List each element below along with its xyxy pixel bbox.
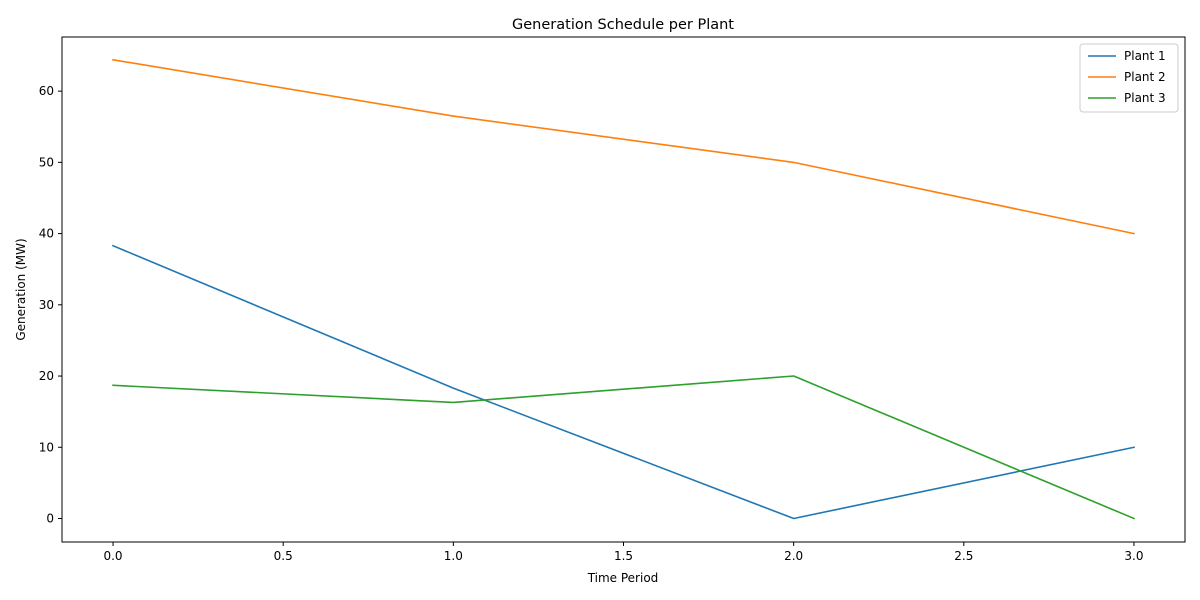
series-line-plant-1 [111, 244, 1135, 520]
x-tick-label: 0.0 [103, 549, 122, 563]
x-tick-label: 0.5 [274, 549, 293, 563]
axis-ticks: 0.0 0.5 1.0 1.5 2.0 2.5 3.0 0 10 20 30 40 50 60 [39, 84, 1144, 563]
y-tick-label: 20 [39, 369, 54, 383]
series-lines [111, 58, 1136, 520]
legend: Plant 1 Plant 2 Plant 3 [1079, 43, 1179, 113]
plot-frame [61, 36, 1186, 543]
y-tick-label: 50 [39, 155, 54, 169]
x-tick-label: 2.5 [954, 549, 973, 563]
legend-label-plant-3: Plant 3 [1124, 91, 1166, 105]
x-tick-label: 3.0 [1124, 549, 1143, 563]
series-line-plant-2 [112, 58, 1135, 235]
y-tick-label: 0 [46, 511, 54, 525]
legend-label-plant-1: Plant 1 [1124, 49, 1166, 63]
legend-label-plant-2: Plant 2 [1124, 70, 1166, 84]
chart-title: Generation Schedule per Plant [512, 17, 734, 33]
series-line-plant-3 [112, 375, 1136, 520]
y-axis-label: Generation (MW) [14, 238, 28, 340]
x-tick-label: 1.0 [444, 549, 463, 563]
y-tick-label: 60 [39, 84, 54, 98]
x-axis-label: Time Period [587, 571, 659, 585]
y-tick-label: 40 [39, 227, 54, 241]
x-tick-label: 2.0 [784, 549, 803, 563]
y-tick-label: 30 [39, 298, 54, 312]
y-tick-label: 10 [39, 440, 54, 454]
legend-box [1079, 43, 1179, 113]
x-tick-label: 1.5 [614, 549, 633, 563]
